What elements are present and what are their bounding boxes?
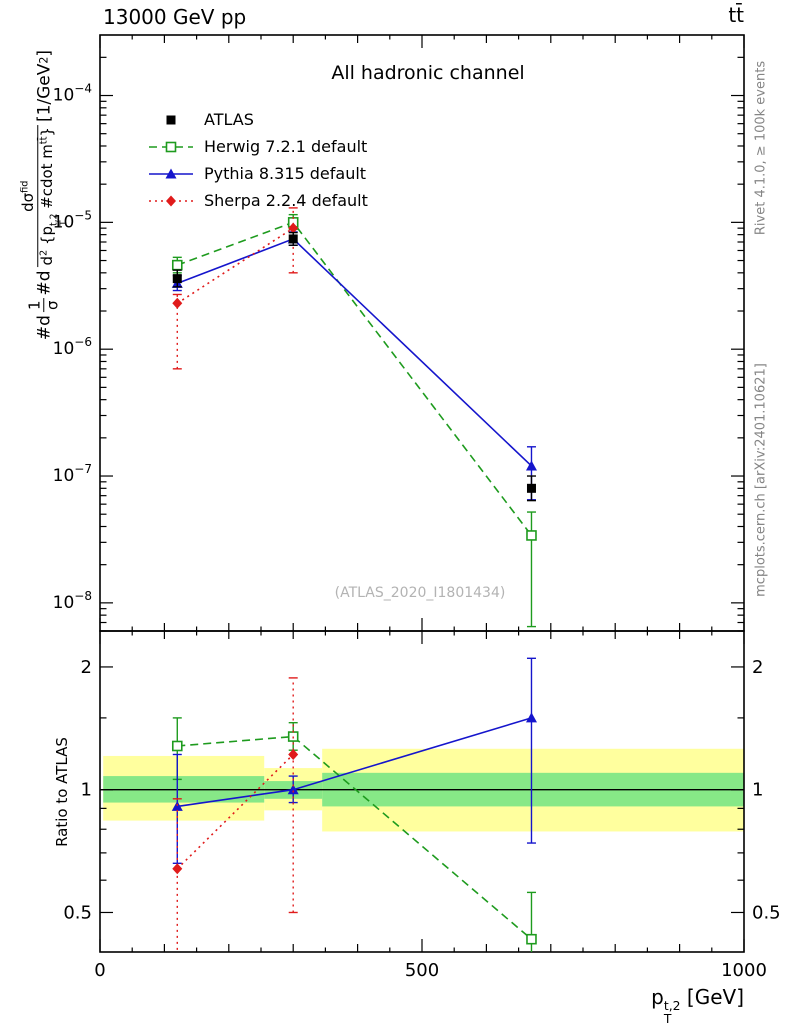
svg-text:2: 2 — [752, 657, 763, 678]
legend-marker-pythia-8-315-default — [149, 168, 193, 178]
ratio-y-axis-title: Ratio to ATLAS — [53, 737, 71, 847]
x-axis-title: p t,2 T [GeV] — [651, 985, 744, 1024]
svg-text:1: 1 — [81, 780, 92, 801]
svg-text:1000: 1000 — [721, 960, 767, 981]
beam-energy-label: 13000 GeV pp — [103, 5, 247, 29]
series-sherpa-2-2-4-default-main — [172, 207, 299, 370]
legend-marker-atlas — [166, 115, 176, 124]
legend-label: Herwig 7.2.1 default — [204, 137, 368, 156]
svg-text:0.5: 0.5 — [752, 902, 781, 923]
legend-item-sherpa-2-2-4-default: Sherpa 2.2.4 default — [148, 187, 368, 214]
legend-marker-herwig-7-2-1-default — [149, 141, 193, 152]
svg-text:0.5: 0.5 — [63, 902, 92, 923]
svg-text:2: 2 — [81, 657, 92, 678]
series-herwig-7-2-1-default-main — [171, 213, 537, 628]
svg-text:10−4: 10−4 — [53, 82, 92, 106]
legend-item-herwig-7-2-1-default: Herwig 7.2.1 default — [148, 133, 368, 160]
svg-text:1: 1 — [752, 780, 763, 801]
svg-text:500: 500 — [405, 960, 439, 981]
svg-text:0: 0 — [94, 960, 105, 981]
series-atlas-main — [172, 231, 536, 502]
y-axis-title: #d 1 σ #d dσfid d2 {p t,2 T #cdot mtt̄} [1/GeV 2… — [19, 49, 70, 341]
series-sherpa-2-2-4-default-ratio — [172, 677, 299, 952]
series-pythia-8-315-default-ratio — [171, 657, 537, 865]
rivet-version-label: Rivet 4.1.0, ≥ 100k events — [753, 60, 769, 236]
uncertainty-bands — [100, 748, 744, 832]
svg-text:10−5: 10−5 — [53, 208, 92, 232]
legend-marker-sherpa-2-2-4-default — [149, 195, 193, 206]
svg-text:10−8: 10−8 — [53, 589, 92, 613]
legend-label: Pythia 8.315 default — [204, 164, 367, 183]
svg-text:10−7: 10−7 — [53, 462, 92, 486]
legend-label: ATLAS — [204, 110, 254, 129]
mcplots-credit-label: mcplots.cern.ch [arXiv:2401.10621] — [753, 363, 769, 597]
axis-tick-labels: 10−810−710−610−510−42 21 10.5 0.50 500 1000 — [53, 82, 781, 981]
series-pythia-8-315-default-main — [171, 231, 537, 501]
legend-label: Sherpa 2.2.4 default — [204, 191, 368, 210]
process-label: tt̄ — [728, 3, 744, 27]
legend: ATLAS Herwig 7.2.1 default Pythia 8.315 de… — [148, 106, 368, 214]
legend-item-atlas: ATLAS — [148, 106, 368, 133]
plot-title: All hadronic channel — [331, 62, 525, 84]
legend-item-pythia-8-315-default: Pythia 8.315 default — [148, 160, 368, 187]
analysis-id-watermark: (ATLAS_2020_I1801434) — [334, 585, 506, 601]
axis-ticks — [99, 35, 745, 952]
